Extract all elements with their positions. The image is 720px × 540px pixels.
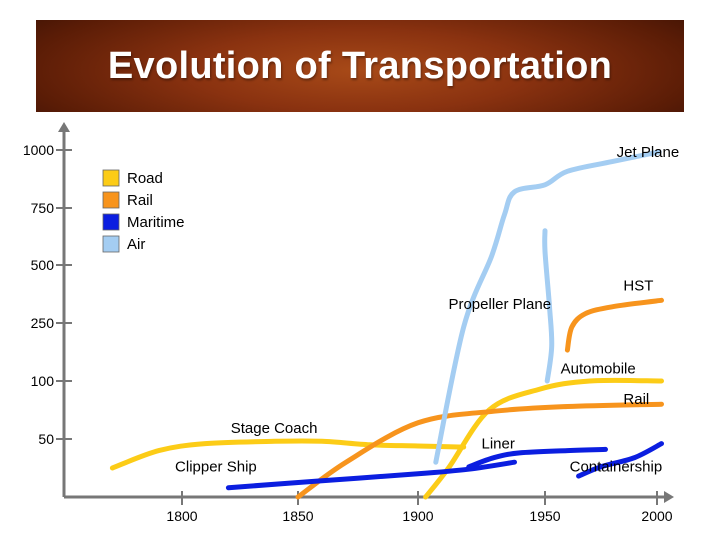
series-line-jet-plane: [542, 228, 555, 384]
x-tick-label: 1800: [166, 508, 197, 524]
legend-label-maritime: Maritime: [127, 214, 185, 231]
series-line-propeller-plane: [433, 149, 662, 465]
series-line-containership: [576, 441, 664, 479]
y-tick-label: 750: [31, 200, 55, 216]
y-tick-label: 50: [38, 431, 54, 447]
y-tick-label: 250: [31, 315, 55, 331]
axes: 50 100 250 500 750 1000 1800 1850 1900 1950 2000: [23, 122, 674, 524]
title-banner: Evolution of Transportation: [36, 20, 684, 112]
annotation-stage-coach: Stage Coach: [231, 420, 318, 437]
series-line-clipper-ship: [225, 459, 517, 491]
chart-title: Evolution of Transportation: [107, 44, 613, 87]
legend: Road Rail Maritime Air: [102, 169, 185, 253]
y-tick-label: 1000: [23, 142, 54, 158]
series-line-liner: [466, 446, 608, 470]
annotation-automobile: Automobile: [561, 360, 636, 377]
annotation-clipper-ship: Clipper Ship: [175, 458, 257, 475]
annotation-containership: Containership: [570, 458, 663, 475]
x-tick-label: 2000: [641, 508, 672, 524]
series-line-rail: [295, 401, 664, 500]
annotation-hst: HST: [623, 278, 653, 295]
annotation-liner: Liner: [482, 435, 515, 452]
legend-swatch-road: [102, 169, 120, 187]
x-tick-label: 1900: [402, 508, 433, 524]
series-line-stage-coach: [109, 438, 467, 471]
annotation-propeller-plane: Propeller Plane: [448, 296, 551, 313]
legend-label-rail: Rail: [127, 192, 153, 209]
legend-swatch-rail: [102, 191, 120, 209]
y-tick-label: 500: [31, 257, 55, 273]
legend-label-air: Air: [127, 236, 145, 253]
annotation-jet-plane: Jet Plane: [617, 144, 680, 161]
series-line-hst: [564, 297, 664, 353]
legend-label-road: Road: [127, 170, 163, 187]
y-tick-label: 100: [31, 373, 55, 389]
annotations: Jet Plane HST Propeller Plane Automobile Rai…: [175, 144, 679, 476]
series-lines: [109, 149, 664, 500]
legend-swatch-maritime: [102, 213, 120, 231]
y-axis-arrow: [58, 122, 70, 132]
annotation-rail: Rail: [623, 391, 649, 408]
x-axis-arrow: [664, 491, 674, 503]
legend-swatch-air: [102, 235, 120, 253]
x-tick-label: 1850: [282, 508, 313, 524]
x-tick-label: 1950: [529, 508, 560, 524]
